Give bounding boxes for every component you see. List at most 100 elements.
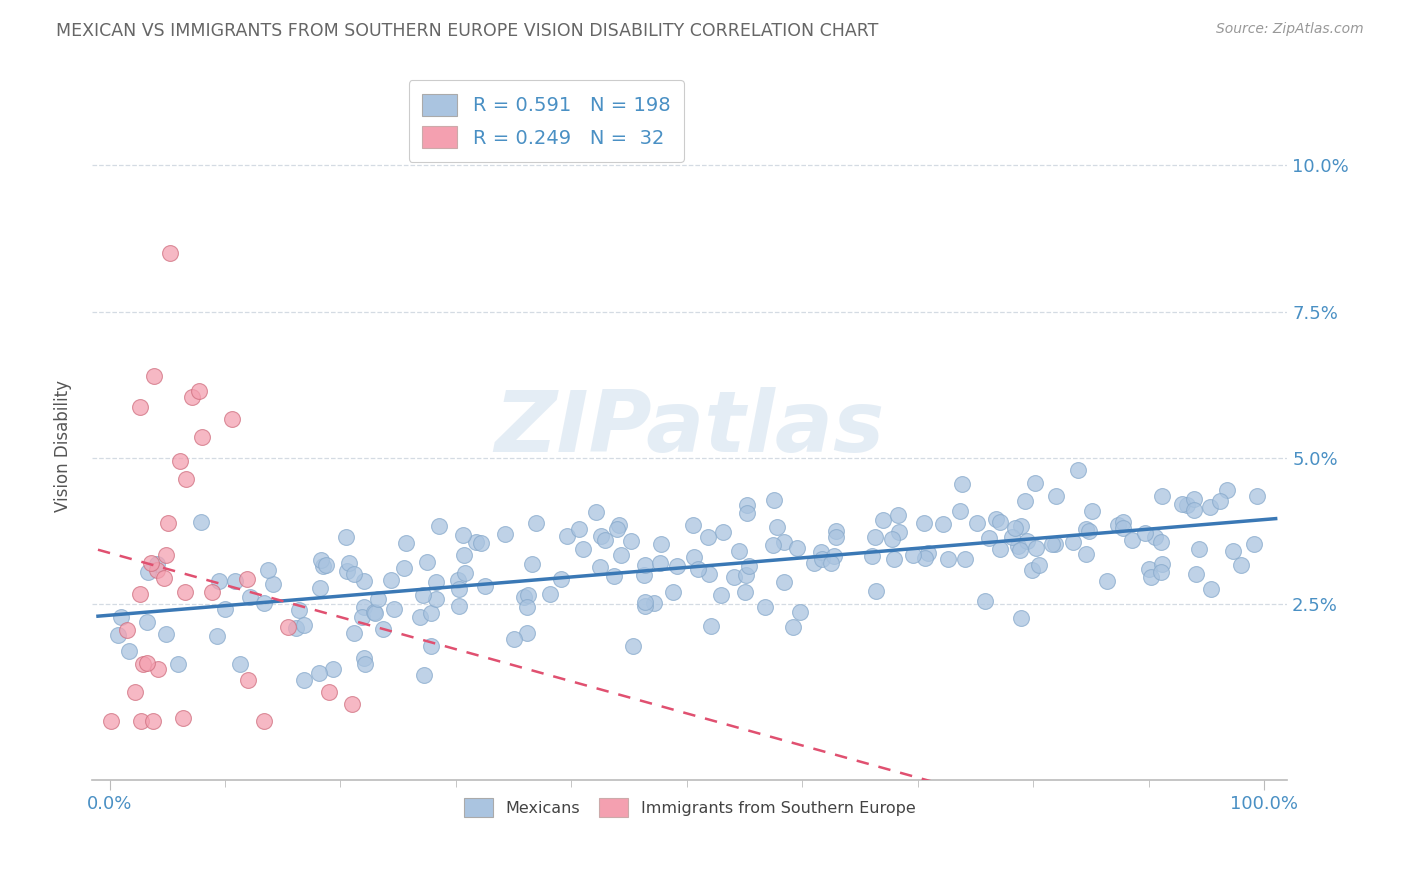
Point xyxy=(650,556,672,570)
Point xyxy=(425,591,447,606)
Point xyxy=(464,535,486,549)
Point xyxy=(190,515,212,529)
Point xyxy=(766,520,789,534)
Point xyxy=(415,555,437,569)
Point xyxy=(146,563,169,577)
Point xyxy=(686,562,709,576)
Point xyxy=(159,246,181,260)
Point xyxy=(172,711,194,725)
Point xyxy=(1229,558,1251,572)
Point xyxy=(1045,489,1067,503)
Point xyxy=(1074,548,1097,562)
Point xyxy=(772,575,794,590)
Point xyxy=(124,685,146,699)
Point xyxy=(253,597,276,611)
Point xyxy=(734,584,756,599)
Point xyxy=(865,584,887,599)
Point xyxy=(872,513,894,527)
Point xyxy=(1199,500,1222,515)
Point xyxy=(353,599,375,614)
Point xyxy=(936,551,959,566)
Point xyxy=(135,657,157,671)
Point xyxy=(470,535,492,549)
Point xyxy=(606,522,628,536)
Point xyxy=(1024,476,1046,491)
Point xyxy=(737,498,759,512)
Point xyxy=(236,572,259,586)
Point xyxy=(420,606,443,620)
Point xyxy=(811,552,834,566)
Point xyxy=(513,591,536,605)
Point xyxy=(1215,483,1237,498)
Point xyxy=(738,559,761,574)
Point xyxy=(572,541,595,556)
Point xyxy=(803,557,825,571)
Point xyxy=(312,559,335,574)
Point xyxy=(557,529,579,543)
Point xyxy=(883,551,905,566)
Point xyxy=(860,549,883,564)
Point xyxy=(292,618,315,632)
Point xyxy=(152,571,174,585)
Point xyxy=(889,524,911,539)
Point xyxy=(363,606,385,620)
Point xyxy=(343,566,366,581)
Point xyxy=(136,615,159,629)
Point xyxy=(735,568,758,582)
Point xyxy=(1182,503,1205,517)
Point xyxy=(953,552,976,566)
Point xyxy=(810,545,832,559)
Point xyxy=(1004,521,1026,535)
Point xyxy=(974,593,997,607)
Text: MEXICAN VS IMMIGRANTS FROM SOUTHERN EUROPE VISION DISABILITY CORRELATION CHART: MEXICAN VS IMMIGRANTS FROM SOUTHERN EURO… xyxy=(56,22,879,40)
Point xyxy=(191,430,214,444)
Point xyxy=(979,531,1001,545)
Point xyxy=(200,585,222,599)
Point xyxy=(619,533,641,548)
Point xyxy=(367,591,389,606)
Point xyxy=(882,532,904,546)
Point xyxy=(371,622,394,636)
Point xyxy=(129,714,152,729)
Point xyxy=(762,492,785,507)
Point xyxy=(1188,542,1211,557)
Point xyxy=(917,546,939,560)
Point xyxy=(823,549,845,563)
Point xyxy=(412,589,434,603)
Point xyxy=(1074,522,1097,536)
Point xyxy=(1150,557,1173,571)
Point xyxy=(1078,524,1101,538)
Point xyxy=(239,591,262,605)
Point xyxy=(350,609,373,624)
Point xyxy=(634,595,657,609)
Point xyxy=(132,657,155,672)
Point xyxy=(181,390,204,404)
Point xyxy=(145,557,167,571)
Point xyxy=(1182,492,1205,507)
Point xyxy=(932,517,955,532)
Point xyxy=(205,629,228,643)
Text: ZIPatlas: ZIPatlas xyxy=(495,387,884,470)
Point xyxy=(174,585,197,599)
Point xyxy=(988,516,1011,530)
Point xyxy=(585,505,607,519)
Point xyxy=(789,605,811,619)
Point xyxy=(711,525,734,540)
Point xyxy=(309,581,332,595)
Point xyxy=(142,714,165,729)
Point xyxy=(567,522,589,536)
Point xyxy=(589,559,612,574)
Point xyxy=(1011,610,1033,624)
Point xyxy=(262,577,284,591)
Point xyxy=(208,574,231,589)
Point xyxy=(754,599,776,614)
Point xyxy=(474,579,496,593)
Point xyxy=(224,574,246,588)
Point xyxy=(516,588,538,602)
Point xyxy=(912,516,935,530)
Point xyxy=(174,472,197,486)
Point xyxy=(988,542,1011,557)
Point xyxy=(118,644,141,658)
Point xyxy=(643,596,665,610)
Point xyxy=(607,518,630,533)
